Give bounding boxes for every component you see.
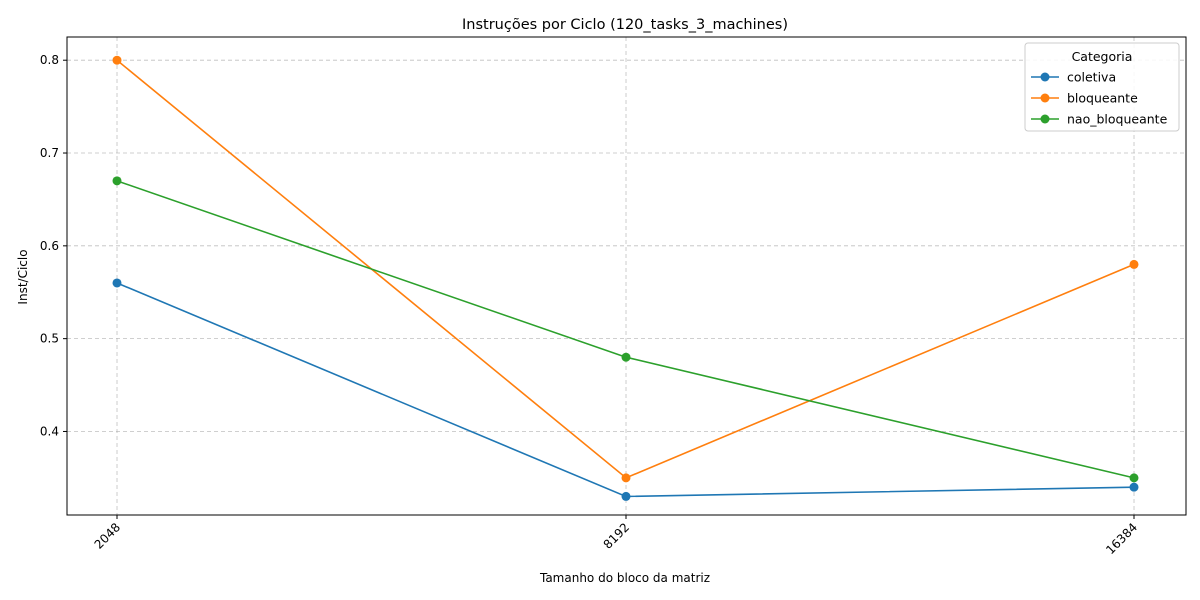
legend-label: bloqueante [1067, 91, 1138, 106]
legend-marker [1040, 114, 1050, 124]
legend-item-bloqueante: bloqueante [1031, 91, 1138, 106]
y-tick-label: 0.8 [40, 53, 59, 67]
series-bloqueante [112, 55, 1139, 483]
data-point [621, 491, 631, 501]
x-tick-label: 16384 [1103, 520, 1140, 557]
legend: Categoria coletiva bloqueante nao_bloqueant… [1024, 42, 1180, 132]
data-point [112, 278, 122, 288]
series-line [116, 282, 1135, 498]
y-tick-label: 0.6 [40, 239, 59, 253]
legend-box [1024, 42, 1180, 132]
data-point [1129, 259, 1139, 269]
data-point [1129, 482, 1139, 492]
plot-frame [66, 36, 1187, 516]
series-coletiva [112, 278, 1139, 501]
y-axis-label: Inst/Ciclo [16, 249, 30, 304]
y-tick-label: 0.5 [40, 332, 59, 346]
x-axis-label: Tamanho do bloco da matriz [539, 571, 710, 585]
data-point [112, 176, 122, 186]
legend-title: Categoria [1072, 49, 1133, 64]
data-point [112, 55, 122, 65]
legend-item-coletiva: coletiva [1031, 70, 1116, 85]
data-point [621, 473, 631, 483]
data-point [621, 352, 631, 362]
grid [67, 37, 1186, 515]
x-tick-label: 2048 [92, 520, 123, 551]
legend-marker [1040, 72, 1050, 82]
y-tick-label: 0.7 [40, 146, 59, 160]
legend-marker [1040, 93, 1050, 103]
legend-item-nao_bloqueante: nao_bloqueante [1031, 112, 1168, 127]
legend-label: nao_bloqueante [1067, 112, 1168, 127]
legend-label: coletiva [1067, 70, 1116, 85]
series-layer [112, 55, 1139, 501]
chart-title: Instruções por Ciclo (120_tasks_3_machin… [462, 17, 788, 33]
data-point [1129, 473, 1139, 483]
x-tick-label: 8192 [601, 520, 632, 551]
series-nao_bloqueante [112, 176, 1139, 483]
series-line [116, 59, 1135, 479]
y-tick-label: 0.4 [40, 424, 59, 438]
